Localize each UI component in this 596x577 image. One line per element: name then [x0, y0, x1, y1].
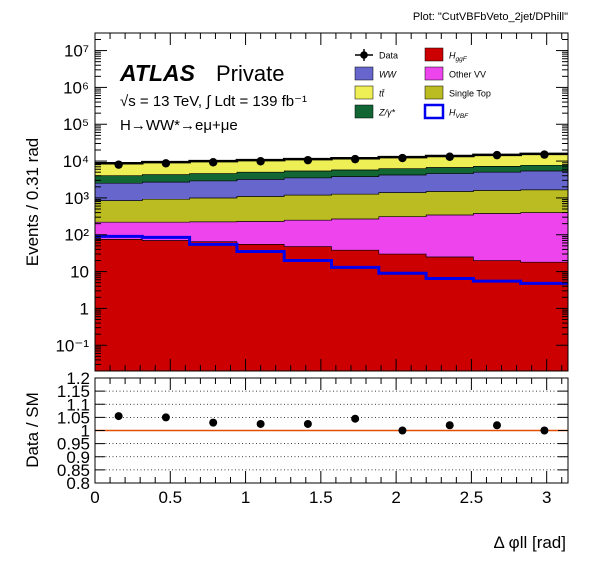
legend-label-othervv: Other VV [449, 70, 486, 80]
y-tick-label: 1 [80, 299, 89, 318]
x-tick-label: 2.5 [460, 488, 484, 507]
process-label: H→WW*→eμ+μe [120, 117, 238, 134]
data-point [256, 157, 265, 166]
y-tick-label: 10³ [64, 189, 89, 208]
legend-swatch-singletop [424, 85, 444, 100]
y-tick-label: 10⁵ [63, 115, 89, 134]
y-tick-label: 10⁶ [63, 78, 89, 97]
legend-label-zgamma: Z/γ* [378, 108, 395, 118]
ratio-point [209, 418, 218, 427]
stack-total-line [95, 152, 568, 165]
plot-name: Plot: "CutVBFbVeto_2jet/DPhill" [413, 11, 568, 23]
x-tick-label: 0 [90, 488, 99, 507]
y-tick-label: 10 [70, 263, 89, 282]
legend: Data HggF WW Other VV tt̄ Single Top Z/γ* HVBF [354, 47, 491, 121]
stack-total-outline [95, 152, 568, 165]
legend-swatch-ww [354, 66, 374, 81]
legend-data-marker [360, 51, 368, 59]
data-points [114, 150, 549, 169]
x-axis-title: Δ φll [rad] [494, 533, 566, 552]
ratio-point [398, 426, 407, 435]
legend-label-singletop: Single Top [449, 89, 491, 99]
top-x-axis [94, 33, 563, 371]
private-label: Private [216, 61, 284, 86]
ratio-point [351, 414, 360, 423]
top-panel-frame [94, 32, 569, 372]
y-tick-label: 10⁻¹ [55, 336, 89, 355]
y-tick-label: 10⁴ [63, 152, 89, 171]
ratio-point [492, 421, 501, 430]
legend-label-data: Data [379, 51, 398, 61]
legend-swatch-hggf [424, 47, 444, 62]
ratio-point [256, 419, 265, 428]
data-point [114, 160, 123, 169]
data-point [492, 150, 502, 160]
ratio-point [114, 412, 123, 421]
x-tick-label: 3 [542, 488, 551, 507]
stacked-histogram [94, 153, 569, 372]
data-point [540, 150, 549, 159]
ratio-y-tick-label: 1 [81, 422, 90, 441]
data-point [208, 158, 218, 167]
x-tick-label: 0.5 [158, 488, 182, 507]
ratio-y-tick-label: 0.85 [57, 461, 90, 480]
ratio-y-tick-label: 0.9 [66, 448, 90, 467]
legend-swatch-othervv [424, 66, 444, 81]
ratio-y-tick-label: 1.1 [66, 395, 90, 414]
ratio-y-tick-label: 1.2 [66, 369, 90, 388]
legend-swatch-zgamma [354, 104, 374, 119]
legend-label-ww: WW [379, 70, 397, 80]
ratio-y-tick-label: 1.15 [57, 382, 90, 401]
data-point [350, 154, 360, 164]
y-tick-label: 10² [64, 226, 89, 245]
data-point [303, 155, 313, 165]
ratio-point [540, 426, 549, 435]
ratio-points [114, 412, 549, 435]
legend-label-hvbf: HVBF [449, 108, 469, 121]
x-tick-label: 1 [241, 488, 250, 507]
legend-label-hggf: HggF [449, 51, 468, 64]
x-tick-label: 1.5 [309, 488, 333, 507]
legend-swatch-hvbf [423, 103, 445, 120]
top-y-title: Events / 0.31 rad [23, 138, 42, 267]
ratio-y-title: Data / SM [23, 392, 42, 468]
y-tick-label: 10⁷ [64, 42, 89, 61]
energy-label: √s = 13 TeV, ∫ Ldt = 139 fb⁻¹ [120, 93, 307, 110]
ratio-y-tick-label: 1.05 [57, 408, 90, 427]
data-point [161, 159, 171, 168]
hvbf-line [95, 234, 568, 285]
atlas-label: ATLAS [119, 60, 196, 86]
data-point [445, 152, 454, 161]
ratio-x-axis: 0 0.5 1 1.5 2 2.5 3 [90, 378, 563, 507]
hvbf-step-line [95, 234, 568, 285]
ratio-point [445, 421, 454, 430]
ratio-y-tick-label: 0.95 [57, 435, 90, 454]
legend-label-ttbar: tt̄ [379, 89, 385, 99]
data-point [398, 153, 407, 163]
ratio-point [161, 413, 170, 422]
top-y-axis: 10⁻¹ 1 10 10² 10³ 10⁴ 10⁵ 10⁶ 10⁷ [55, 32, 568, 372]
legend-swatch-ttbar [354, 85, 374, 100]
ratio-point [303, 419, 312, 428]
x-tick-label: 2 [391, 488, 400, 507]
ratio-y-tick-label: 0.8 [66, 474, 90, 493]
